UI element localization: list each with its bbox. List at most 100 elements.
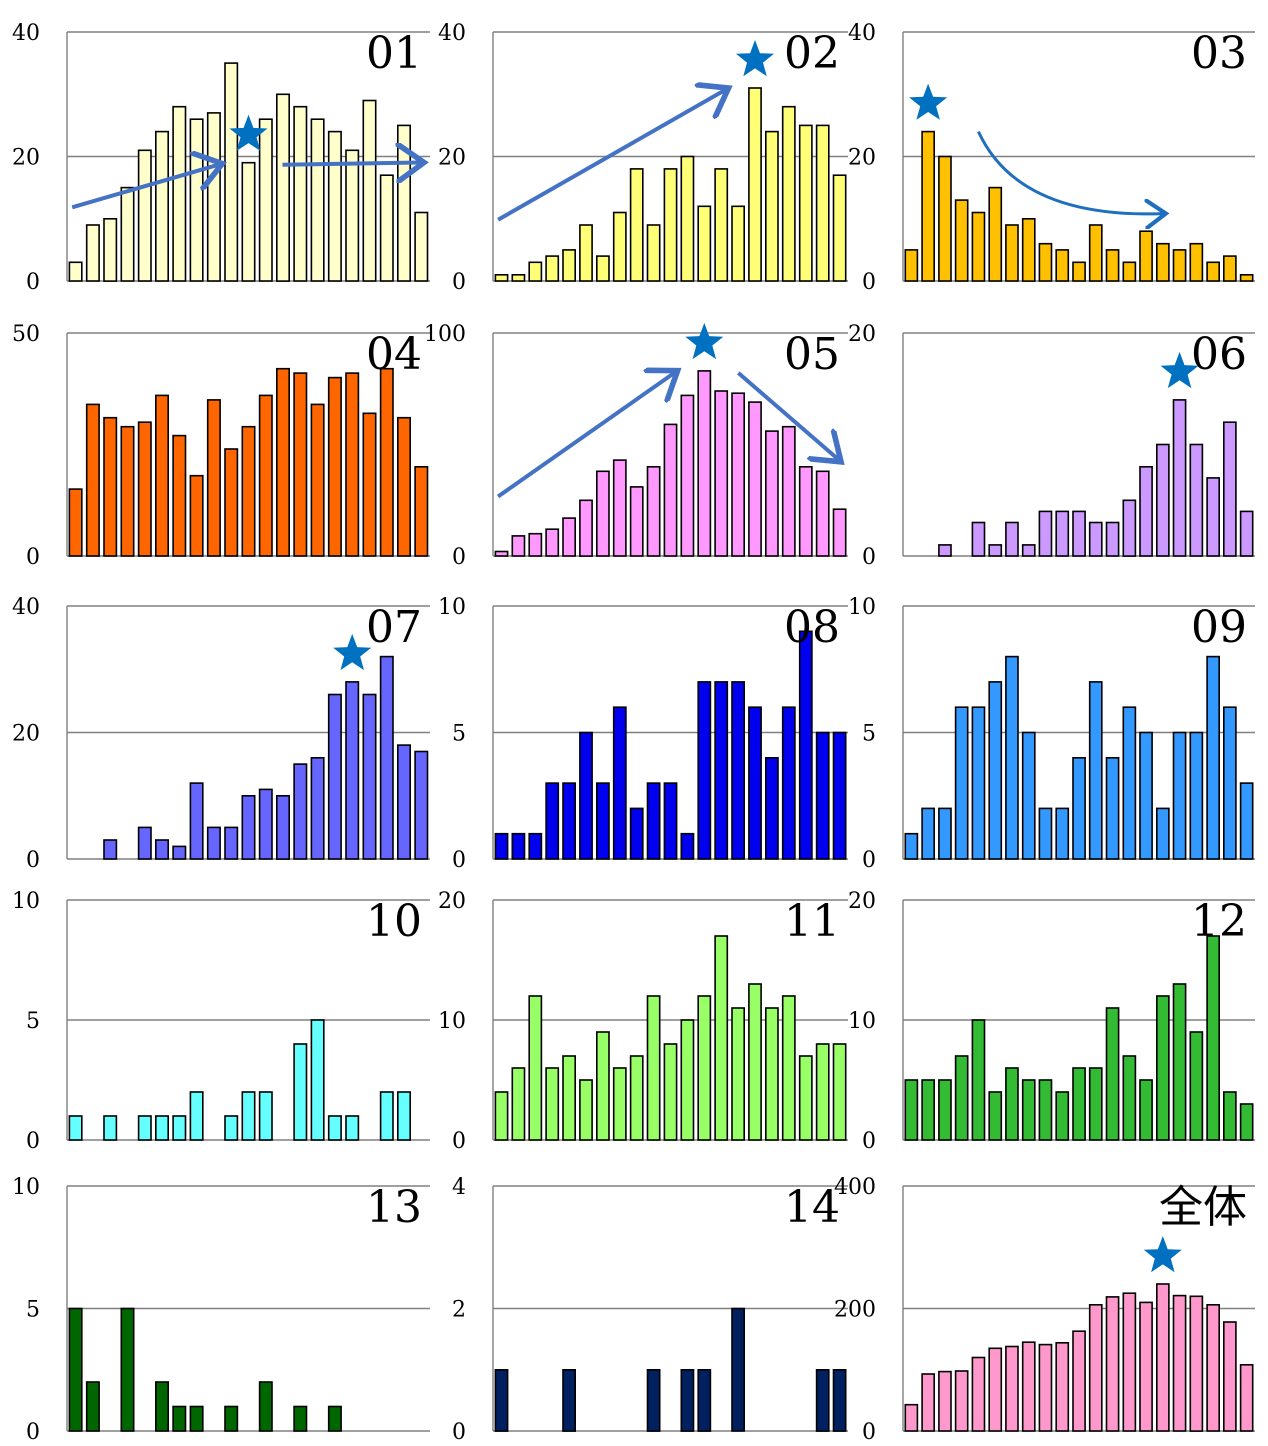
bar xyxy=(1239,510,1254,557)
bar xyxy=(731,205,745,282)
trend-arrow-down xyxy=(282,163,421,165)
bar xyxy=(832,1369,847,1432)
y-tick-label: 50 xyxy=(12,322,40,347)
bar xyxy=(528,995,543,1141)
bar xyxy=(781,706,796,860)
bar xyxy=(1021,544,1036,557)
bar xyxy=(362,412,377,557)
y-tick-label: 5 xyxy=(26,1009,40,1034)
bar xyxy=(646,995,661,1141)
bar xyxy=(1088,1304,1103,1432)
y-tick-label: 20 xyxy=(848,146,876,171)
bar xyxy=(1038,510,1053,557)
panel-title: 11 xyxy=(784,896,840,947)
bar xyxy=(379,174,394,282)
bar xyxy=(293,763,308,860)
y-tick-label: 10 xyxy=(12,889,40,914)
bar xyxy=(1156,242,1170,282)
y-tick-label: 400 xyxy=(834,1175,876,1200)
bar xyxy=(1206,477,1220,557)
bar xyxy=(714,168,729,282)
bar xyxy=(938,544,952,557)
bar xyxy=(646,465,661,557)
bar xyxy=(798,465,813,557)
bar xyxy=(832,508,847,557)
bar xyxy=(241,161,256,282)
bar xyxy=(579,731,593,860)
bar xyxy=(562,1055,576,1141)
bar xyxy=(275,794,290,860)
y-tick-label: 20 xyxy=(438,146,466,171)
bar xyxy=(1223,255,1237,282)
y-tick-label: 10 xyxy=(848,595,876,620)
y-tick-label: 10 xyxy=(438,1009,466,1034)
bar xyxy=(646,1369,661,1432)
panel-title: 08 xyxy=(784,602,840,653)
bar xyxy=(293,105,308,282)
bar xyxy=(224,1405,239,1432)
bar xyxy=(1122,261,1137,282)
bar xyxy=(494,550,509,557)
panel-11: 0 10 20 11 xyxy=(438,889,848,1154)
bar xyxy=(206,826,221,860)
bar xyxy=(1038,1343,1053,1432)
bar xyxy=(189,782,204,860)
bar xyxy=(579,224,593,282)
bar xyxy=(1038,242,1053,282)
bar xyxy=(120,1307,135,1432)
bar xyxy=(396,1091,411,1141)
panel-1: 0 20 40 01 xyxy=(12,21,430,295)
bar xyxy=(579,499,593,557)
bar xyxy=(1172,249,1187,282)
bar xyxy=(1206,935,1220,1141)
bar xyxy=(224,448,239,557)
bar xyxy=(748,706,762,860)
bar xyxy=(1139,1301,1153,1432)
panel-title: 01 xyxy=(366,28,422,79)
bar xyxy=(954,1055,969,1141)
bar xyxy=(1223,1321,1237,1432)
star-marker xyxy=(333,633,372,671)
bar xyxy=(494,273,509,282)
bar xyxy=(1072,1330,1086,1432)
bar xyxy=(1005,224,1019,282)
bar xyxy=(293,372,308,557)
y-tick-label: 0 xyxy=(26,270,40,295)
bar xyxy=(545,1067,560,1141)
panel-8: 0 5 10 08 xyxy=(438,595,848,873)
bar xyxy=(731,1307,745,1432)
bar xyxy=(172,105,187,282)
bar xyxy=(1223,421,1237,557)
bar xyxy=(1088,1067,1103,1141)
bar xyxy=(545,255,560,282)
bar xyxy=(629,168,644,282)
bar xyxy=(954,1370,969,1432)
bar xyxy=(414,465,429,557)
trend-arrow-curve xyxy=(977,130,1162,214)
bar xyxy=(697,205,712,282)
bar xyxy=(680,155,695,282)
bar xyxy=(595,255,610,282)
bar xyxy=(1139,731,1153,860)
bar xyxy=(646,224,661,282)
bar xyxy=(1189,731,1204,860)
bar xyxy=(155,394,170,557)
bar xyxy=(954,706,969,860)
bar xyxy=(1139,1079,1153,1141)
bar xyxy=(137,421,152,557)
panel-title: 03 xyxy=(1191,28,1247,79)
panel-12: 0 10 20 12 xyxy=(848,889,1255,1154)
bar xyxy=(1005,521,1019,557)
bar xyxy=(1189,242,1204,282)
bar xyxy=(921,807,935,860)
bar xyxy=(1038,807,1053,860)
bar xyxy=(258,394,273,557)
bar xyxy=(798,1055,813,1141)
bar xyxy=(379,655,394,860)
panel-13: 0 5 10 13 xyxy=(12,1175,430,1445)
bar xyxy=(988,1091,1003,1141)
star-marker xyxy=(229,114,268,151)
bar xyxy=(1189,1295,1204,1432)
bar xyxy=(1239,1364,1254,1432)
